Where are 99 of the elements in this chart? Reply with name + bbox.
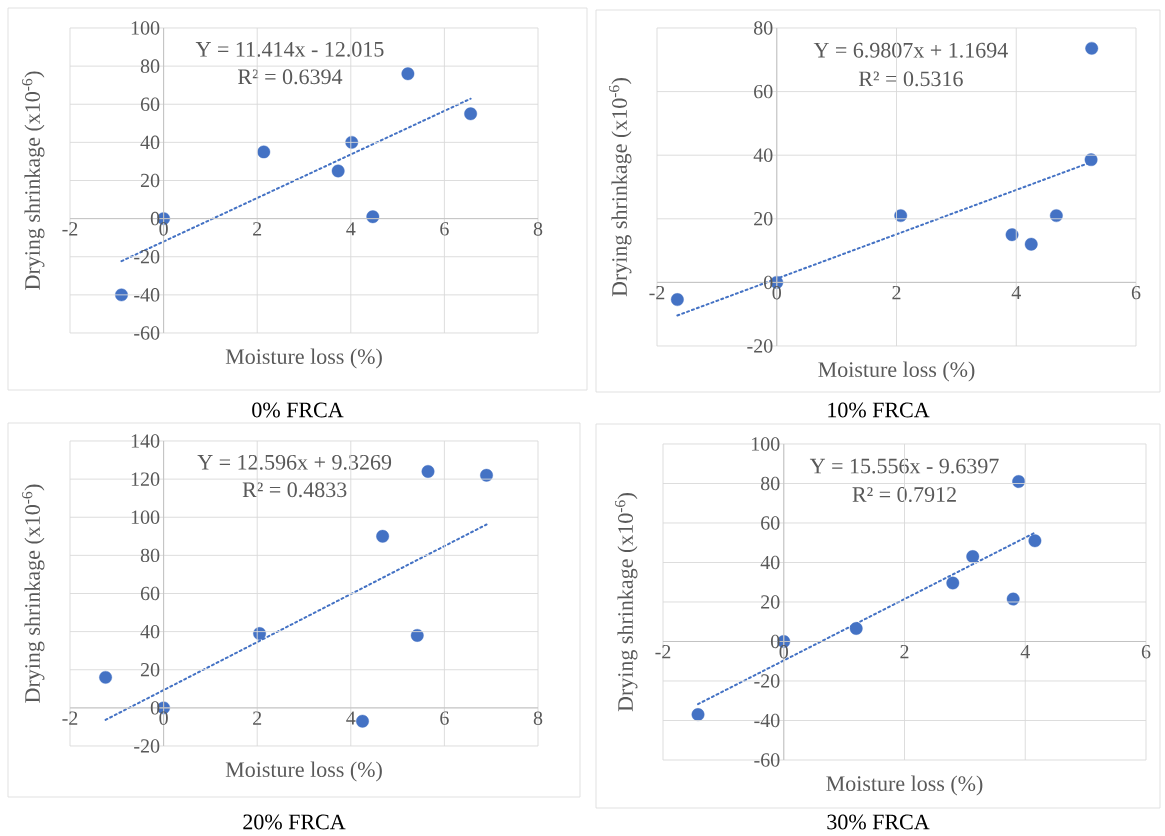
annotation: Y = 12.596x + 9.3269 (197, 454, 392, 470)
x-tick-label: 4 (346, 222, 356, 236)
y-tick-label: 0 (150, 701, 160, 715)
point (410, 629, 424, 642)
y-tick-label: -60 (754, 753, 780, 767)
y-tick-label: 40 (140, 135, 160, 150)
y-tick-label: 60 (140, 586, 160, 601)
text: 10% FRCA (828, 402, 930, 418)
y-tick-label: 20 (761, 595, 780, 609)
y-tick-label: 100 (131, 21, 160, 35)
x-tick-label: 6 (440, 222, 449, 236)
x-tick-label: -2 (62, 222, 78, 236)
point (946, 576, 960, 590)
x-tick-label: 2 (253, 711, 262, 725)
x-tick-label: 2 (892, 285, 901, 300)
y-axis-title: Drying shrinkage (x10$^{-6}$) (609, 78, 632, 297)
point (366, 210, 380, 224)
point (1006, 592, 1020, 606)
point (1028, 534, 1042, 548)
point (849, 622, 863, 635)
point (1005, 228, 1019, 242)
y-axis-title: Drying shrinkage (x10$^{-6}$) (615, 493, 638, 712)
point (966, 550, 980, 563)
point (345, 135, 359, 149)
point (480, 468, 493, 482)
point (1024, 237, 1038, 251)
point (421, 465, 435, 478)
x-tick-label: 8 (533, 711, 543, 725)
y-tick-label: 120 (131, 472, 160, 486)
y-tick-label: 80 (760, 476, 780, 491)
point (356, 714, 369, 728)
point (1012, 475, 1026, 488)
annotation: Y = 11.414x - 12.015 (195, 41, 384, 57)
x-tick-label: 4 (1020, 645, 1030, 659)
y-tick-label: 100 (131, 510, 160, 524)
y-tick-label: 0 (150, 211, 160, 226)
annotation: Y = 15.556x - 9.6397 (809, 458, 999, 474)
point (99, 670, 112, 684)
x-tick-label: 8 (533, 222, 543, 236)
x-axis-title: Moisture loss (%) (225, 348, 382, 369)
text: 20% FRCA (243, 814, 346, 830)
point (691, 708, 705, 721)
annotation: Y = 6.9807x + 1.1694 (813, 42, 1008, 58)
x-axis-title: Moisture loss (%) (818, 361, 975, 382)
y-tick-label: 60 (754, 84, 773, 99)
y-tick-label: -40 (754, 713, 780, 728)
y-tick-label: -40 (134, 288, 160, 302)
point (376, 529, 390, 543)
y-tick-label: 60 (140, 97, 160, 111)
y-tick-label: 40 (760, 555, 780, 570)
x-tick-label: -2 (649, 285, 665, 300)
y-tick-label: 80 (753, 21, 773, 35)
x-axis-title: Moisture loss (%) (826, 775, 983, 796)
x-tick-label: 6 (1141, 645, 1151, 659)
y-tick-label: 20 (140, 663, 160, 677)
x-tick-label: 4 (346, 711, 356, 725)
y-tick-label: 60 (761, 516, 780, 530)
x-axis-title: Moisture loss (%) (225, 761, 382, 782)
y-tick-label: 0 (763, 275, 773, 290)
point (257, 145, 271, 159)
point (670, 293, 684, 306)
point (331, 164, 345, 178)
annotation: R² = 0.6394 (238, 69, 343, 85)
y-tick-label: 20 (754, 212, 773, 226)
y-tick-label: 0 (770, 634, 780, 649)
y-tick-label: 40 (753, 148, 773, 162)
x-tick-label: 6 (1131, 285, 1141, 300)
y-axis-title: Drying shrinkage (x10$^{-6}$) (22, 71, 45, 290)
point (894, 209, 908, 223)
x-tick-label: 4 (1011, 285, 1021, 300)
x-tick-label: 2 (253, 222, 262, 236)
text: 0% FRCA (252, 402, 344, 418)
y-tick-label: -20 (134, 250, 160, 264)
y-axis-title: Drying shrinkage (x10$^{-6}$) (22, 484, 45, 703)
point (115, 288, 128, 302)
y-tick-label: 100 (751, 437, 780, 451)
y-tick-label: -20 (134, 739, 160, 753)
annotation: R² = 0.5316 (858, 71, 963, 87)
text: 30% FRCA (827, 814, 930, 830)
point (1084, 153, 1098, 167)
y-tick-label: -20 (754, 674, 780, 688)
y-tick-label: 20 (140, 173, 160, 188)
x-tick-label: 6 (440, 711, 449, 725)
point (253, 627, 266, 640)
y-tick-label: 140 (131, 434, 160, 448)
y-tick-label: -60 (134, 326, 160, 340)
y-tick-label: 80 (140, 548, 160, 563)
annotation: R² = 0.4833 (242, 482, 347, 498)
annotation: R² = 0.7912 (852, 487, 956, 503)
y-tick-label: 40 (140, 624, 160, 639)
x-tick-label: 2 (900, 645, 909, 659)
point (1049, 209, 1063, 223)
point (464, 107, 478, 121)
x-tick-label: -2 (655, 645, 671, 659)
point (401, 67, 415, 81)
x-tick-label: -2 (62, 711, 78, 725)
y-tick-label: -20 (747, 339, 773, 353)
point (1085, 41, 1099, 55)
y-tick-label: 80 (140, 59, 160, 73)
